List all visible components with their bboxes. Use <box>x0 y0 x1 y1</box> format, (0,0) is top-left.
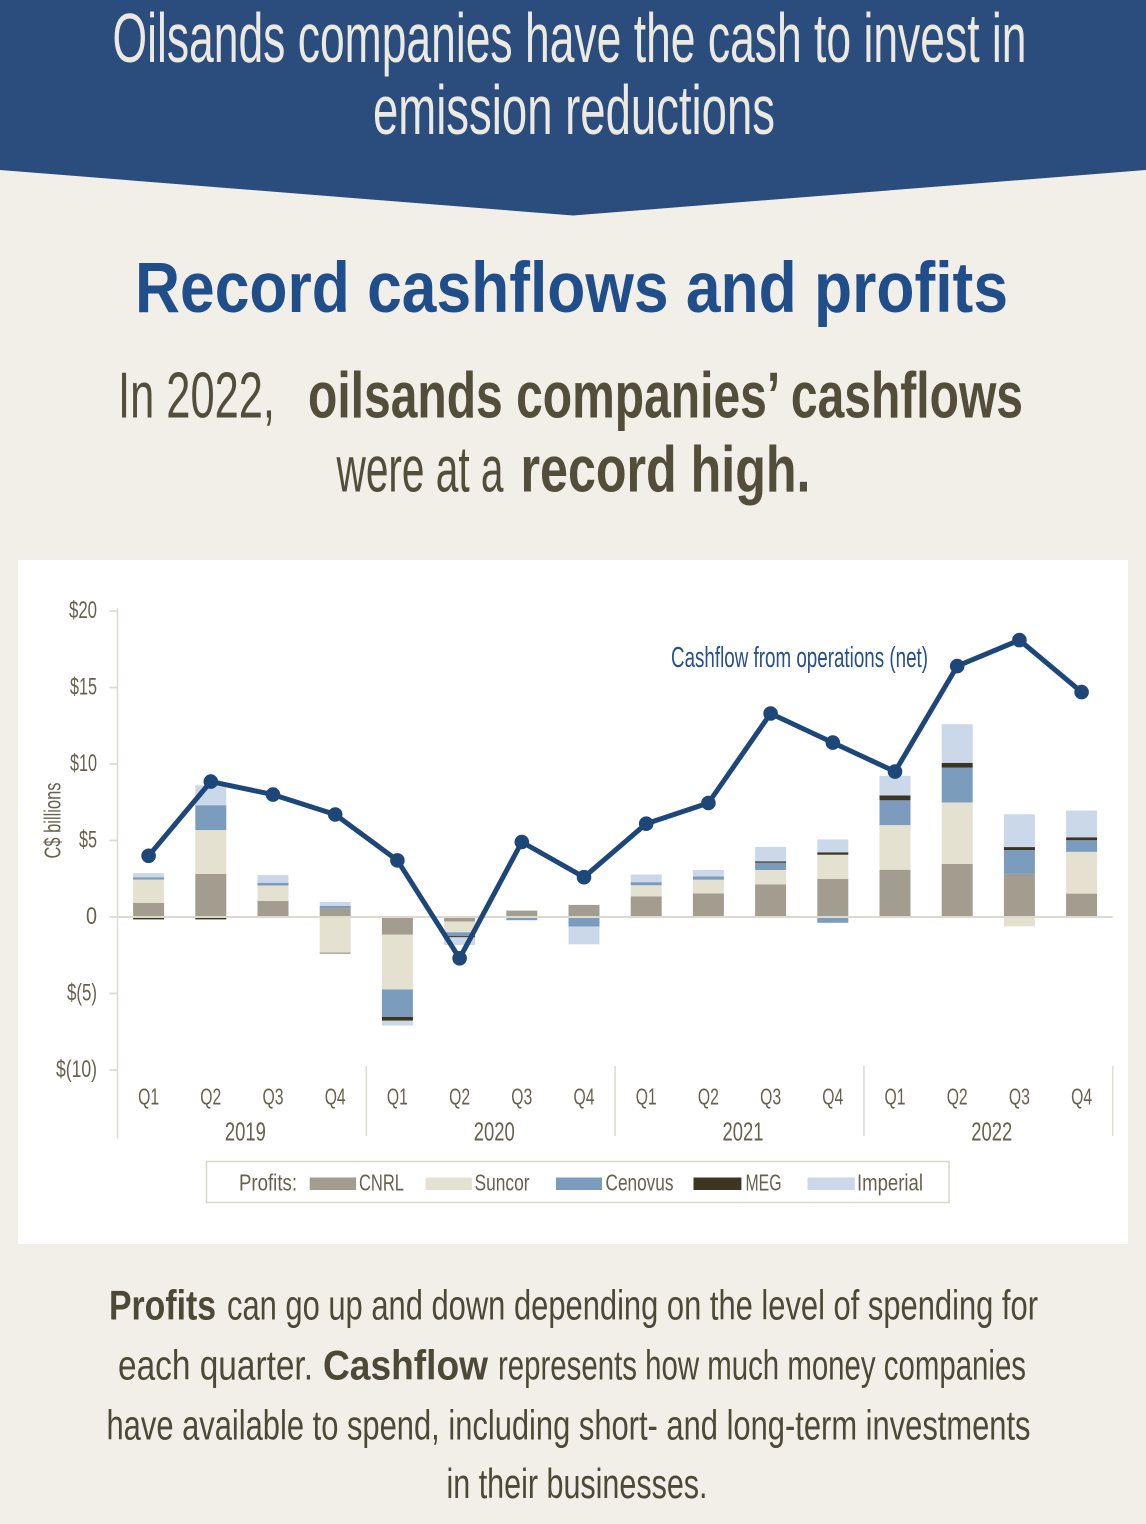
svg-text:$(10): $(10) <box>56 1056 97 1083</box>
svg-text:2020: 2020 <box>474 1117 515 1147</box>
svg-text:in their businesses.: in their businesses. <box>447 1460 708 1507</box>
svg-text:2019: 2019 <box>225 1117 266 1147</box>
svg-text:Q4: Q4 <box>822 1084 843 1110</box>
svg-text:Imperial: Imperial <box>857 1170 923 1196</box>
svg-text:Profits: Profits <box>109 1282 216 1329</box>
svg-text:can go up and down depending o: can go up and down depending on the leve… <box>227 1282 1038 1329</box>
svg-text:each quarter.: each quarter. <box>118 1342 313 1389</box>
svg-text:Q4: Q4 <box>1071 1084 1092 1110</box>
svg-text:Cashflow: Cashflow <box>323 1342 488 1389</box>
svg-text:Q3: Q3 <box>263 1084 284 1110</box>
svg-text:Suncor: Suncor <box>475 1170 530 1196</box>
svg-text:Q1: Q1 <box>885 1084 906 1110</box>
svg-text:Q4: Q4 <box>325 1084 346 1110</box>
svg-text:record high.: record high. <box>521 433 811 506</box>
svg-text:CNRL: CNRL <box>359 1170 404 1196</box>
svg-text:Q2: Q2 <box>449 1084 470 1110</box>
svg-text:Q4: Q4 <box>574 1084 595 1110</box>
svg-text:Oilsands companies have the ca: Oilsands companies have the cash to inve… <box>113 0 1027 77</box>
svg-text:0: 0 <box>86 903 97 930</box>
svg-text:MEG: MEG <box>746 1170 782 1196</box>
svg-text:$15: $15 <box>70 674 97 701</box>
svg-text:In 2022,: In 2022, <box>118 359 275 432</box>
svg-text:$10: $10 <box>70 750 97 777</box>
svg-text:Cashflow from operations (net): Cashflow from operations (net) <box>671 642 928 674</box>
svg-text:2021: 2021 <box>723 1117 764 1147</box>
svg-text:Cenovus: Cenovus <box>606 1170 674 1196</box>
svg-text:Q3: Q3 <box>511 1084 532 1110</box>
svg-text:$(5): $(5) <box>67 980 97 1007</box>
svg-text:Q2: Q2 <box>200 1084 221 1110</box>
svg-text:emission reductions: emission reductions <box>373 71 775 149</box>
svg-text:Record cashflows and profits: Record cashflows and profits <box>135 249 1008 328</box>
svg-text:represents how much money comp: represents how much money companies <box>498 1342 1026 1389</box>
svg-text:C$ billions: C$ billions <box>40 783 66 859</box>
svg-text:Q3: Q3 <box>1009 1084 1030 1110</box>
svg-text:Profits:: Profits: <box>239 1170 297 1196</box>
svg-text:were at a: were at a <box>336 433 504 506</box>
svg-text:$20: $20 <box>69 597 97 624</box>
svg-text:$5: $5 <box>79 827 97 854</box>
svg-text:2022: 2022 <box>971 1117 1012 1147</box>
svg-text:Q3: Q3 <box>760 1084 781 1110</box>
svg-text:Q2: Q2 <box>698 1084 719 1110</box>
svg-text:Q1: Q1 <box>138 1084 159 1110</box>
svg-text:Q1: Q1 <box>636 1084 657 1110</box>
svg-text:Q1: Q1 <box>387 1084 408 1110</box>
svg-text:have available to spend, inclu: have available to spend, including short… <box>107 1402 1031 1449</box>
svg-text:Q2: Q2 <box>947 1084 968 1110</box>
svg-text:oilsands companies’ cashflows: oilsands companies’ cashflows <box>308 359 1023 432</box>
